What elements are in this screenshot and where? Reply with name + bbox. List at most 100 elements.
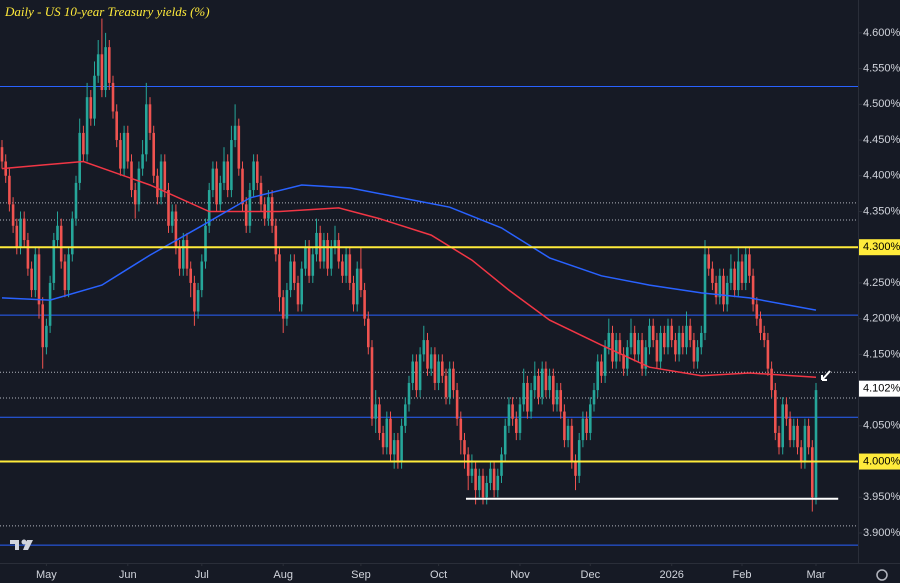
candle-body [374,404,377,419]
candle-body [748,254,751,276]
candle-body [96,54,100,76]
candle-body [722,275,725,305]
candle-body [63,261,67,291]
candle-body [145,104,148,155]
candle-body [59,225,63,262]
candle-body [296,282,300,305]
candle-body [552,375,555,405]
candle-body [311,254,315,276]
candle-body [718,275,722,298]
candle-body [148,104,152,133]
candle-body [500,454,503,476]
candle-body [156,175,159,198]
candle-body [807,425,810,448]
candle-body [607,332,611,348]
candle-body [518,404,522,433]
candle-body [570,425,574,462]
candle-body [344,254,348,276]
candle-body [182,240,185,269]
last-price-label: 4.102% [863,383,900,395]
candle-body [740,261,744,283]
candle-body [267,197,270,219]
logo [10,539,33,550]
candle-body [507,404,511,426]
candle-body [215,168,218,205]
candle-body [688,325,692,341]
candle-body [548,375,551,391]
candle-body [762,332,766,341]
candle-body [37,254,41,305]
candle-body [737,261,740,291]
candle-body [751,275,755,305]
candle-body [196,290,200,312]
candle-body [648,325,651,348]
candle-body [389,418,392,455]
candle-body [71,218,74,255]
candle-body [352,282,355,305]
candle-body [355,268,359,305]
candle-body [211,168,215,191]
candle-body [585,418,588,433]
candle-body [359,268,363,291]
candle-body [614,340,618,362]
candle-body [285,290,289,319]
x-tick-label: Jul [195,569,209,581]
candle-body [478,475,481,491]
candle-body [489,468,492,483]
candle-body [207,190,211,226]
y-tick-label: 4.200% [863,313,900,325]
axis-area: 3.900% 3.950% 4.050% 4.150% 4.200% 4.250% 4.35… [36,27,900,581]
settings-icon[interactable] [876,569,888,581]
candle-body [93,75,96,119]
candle-body [337,240,340,262]
candle-body [48,282,52,326]
candle-body [470,468,474,476]
candle-body [574,461,577,476]
candle-body [626,347,629,369]
candle-body [304,247,307,269]
candle-body [111,82,115,112]
candle-body [45,325,48,348]
x-tick-label: Oct [430,569,447,581]
candle-body [167,190,170,226]
candle-body [100,54,104,91]
candle-body [108,47,111,83]
candle-body [300,268,303,305]
x-tick-label: Jun [119,569,137,581]
candle-body [30,268,33,291]
candle-body [466,454,470,476]
y-tick-label: 4.400% [863,170,900,182]
candle-body [34,254,37,291]
candle-body [278,254,281,298]
candle-body [378,404,381,433]
y-tick-label: 4.350% [863,205,900,217]
candle-body [651,325,655,341]
candle-body [611,332,614,362]
candle-body [248,190,252,226]
candle-body [159,161,163,198]
candle-body [11,204,15,226]
candle-body [307,247,311,276]
y-tick-label: 4.250% [863,277,900,289]
candle-body [392,440,396,455]
candle-body [363,290,366,319]
candle-body [659,332,662,362]
candle-body [537,375,540,398]
candle-body [544,368,548,391]
candle-body [222,161,226,183]
y-tick-label: 3.950% [863,491,900,503]
candle-body [644,347,648,369]
candle-body [485,482,488,498]
candle-body [814,390,818,498]
chart-title: Daily - US 10-year Treasury yields (%) [4,4,210,19]
candle-body [244,204,248,226]
candle-body [603,347,607,376]
y-tick-label: 4.450% [863,134,900,146]
candle-body [492,468,496,491]
candle-body [185,240,189,269]
candle-body [82,132,85,155]
candle-body [241,168,244,205]
candle-body [781,404,784,448]
candle-body [566,425,570,441]
